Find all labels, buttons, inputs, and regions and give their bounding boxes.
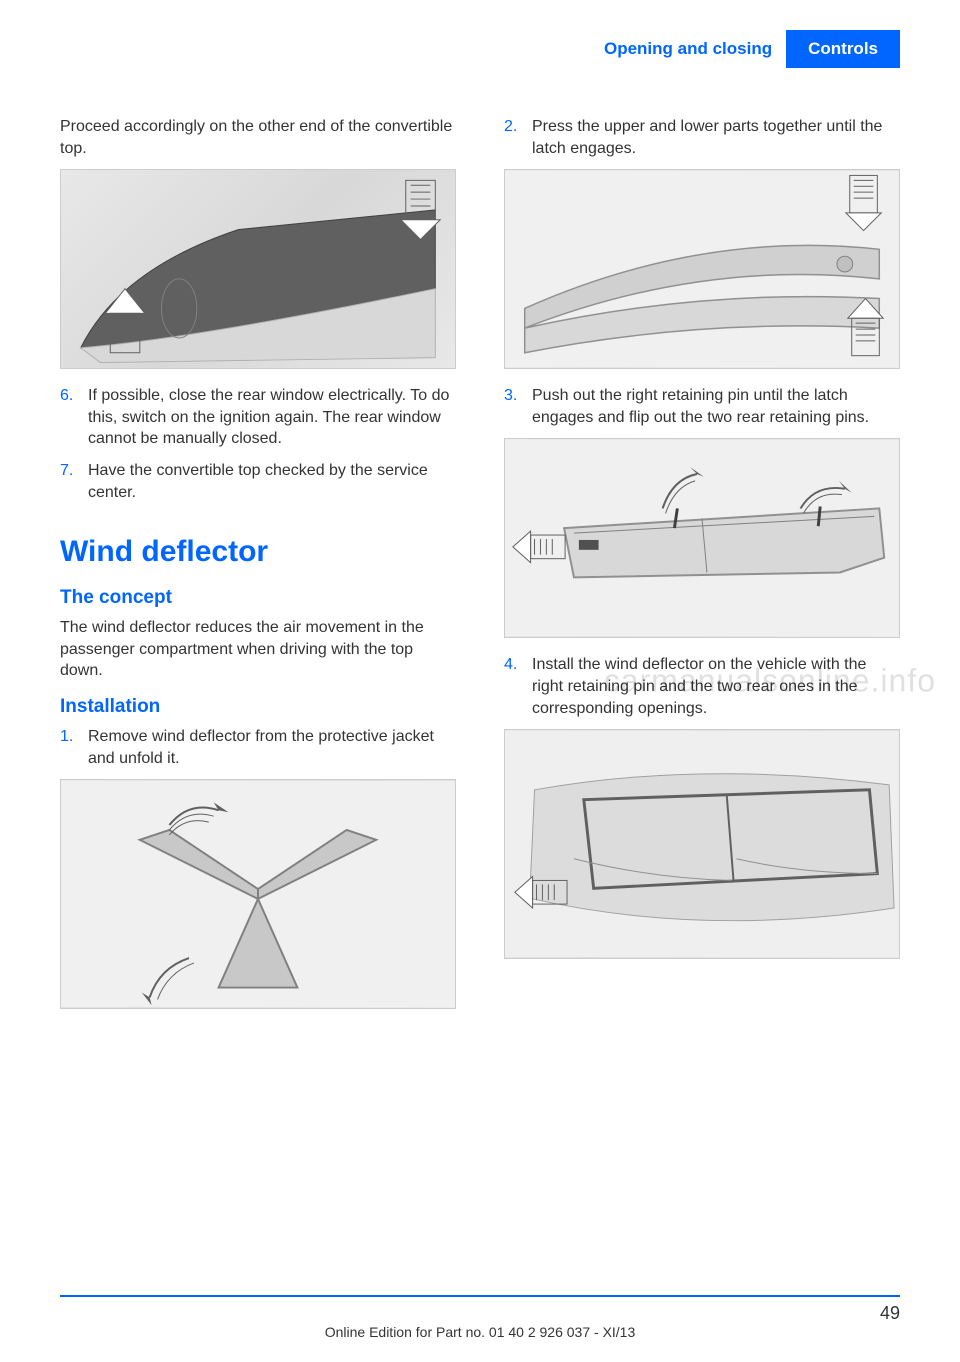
left-column: Proceed accordingly on the other end of … xyxy=(60,116,456,1025)
section-title-wind-deflector: Wind deflector xyxy=(60,535,456,569)
page-number: 49 xyxy=(880,1303,900,1324)
two-column-content: Proceed accordingly on the other end of … xyxy=(60,116,900,1025)
concept-text: The wind deflector reduces the air movem… xyxy=(60,617,456,682)
manual-page: Opening and closing Controls Proceed acc… xyxy=(0,0,960,1362)
figure-unfold-deflector xyxy=(60,779,456,1009)
edition-text: Online Edition for Part no. 01 40 2 926 … xyxy=(60,1324,900,1340)
step-number: 6. xyxy=(60,385,88,450)
step-number: 7. xyxy=(60,460,88,503)
step-number: 3. xyxy=(504,385,532,428)
step-text: Press the upper and lower parts together… xyxy=(532,116,900,159)
page-footer: 49 Online Edition for Part no. 01 40 2 9… xyxy=(60,1295,900,1340)
intro-text: Proceed accordingly on the other end of … xyxy=(60,116,456,159)
step-number: 1. xyxy=(60,726,88,769)
breadcrumb-section: Opening and closing xyxy=(590,30,786,68)
page-header: Opening and closing Controls xyxy=(60,30,900,68)
step-text: Push out the right retaining pin until t… xyxy=(532,385,900,428)
install-step-2: 2. Press the upper and lower parts toget… xyxy=(504,116,900,159)
step-text: Remove wind deflector from the protectiv… xyxy=(88,726,456,769)
figure-retaining-pins xyxy=(504,438,900,638)
step-text: If possible, close the rear window elect… xyxy=(88,385,456,450)
figure-press-latch xyxy=(504,169,900,369)
step-number: 4. xyxy=(504,654,532,719)
step-text: Install the wind deflector on the vehicl… xyxy=(532,654,900,719)
subsection-installation: Installation xyxy=(60,696,456,718)
install-step-1: 1. Remove wind deflector from the protec… xyxy=(60,726,456,769)
right-column: 2. Press the upper and lower parts toget… xyxy=(504,116,900,1025)
subsection-concept: The concept xyxy=(60,587,456,609)
step-7: 7. Have the convertible top checked by t… xyxy=(60,460,456,503)
install-step-4: 4. Install the wind deflector on the veh… xyxy=(504,654,900,719)
figure-install-on-vehicle xyxy=(504,729,900,959)
install-step-3: 3. Push out the right retaining pin unti… xyxy=(504,385,900,428)
figure-convertible-top xyxy=(60,169,456,369)
breadcrumb-chapter: Controls xyxy=(786,30,900,68)
step-6: 6. If possible, close the rear window el… xyxy=(60,385,456,450)
step-number: 2. xyxy=(504,116,532,159)
step-text: Have the convertible top checked by the … xyxy=(88,460,456,503)
footer-divider xyxy=(60,1295,900,1297)
